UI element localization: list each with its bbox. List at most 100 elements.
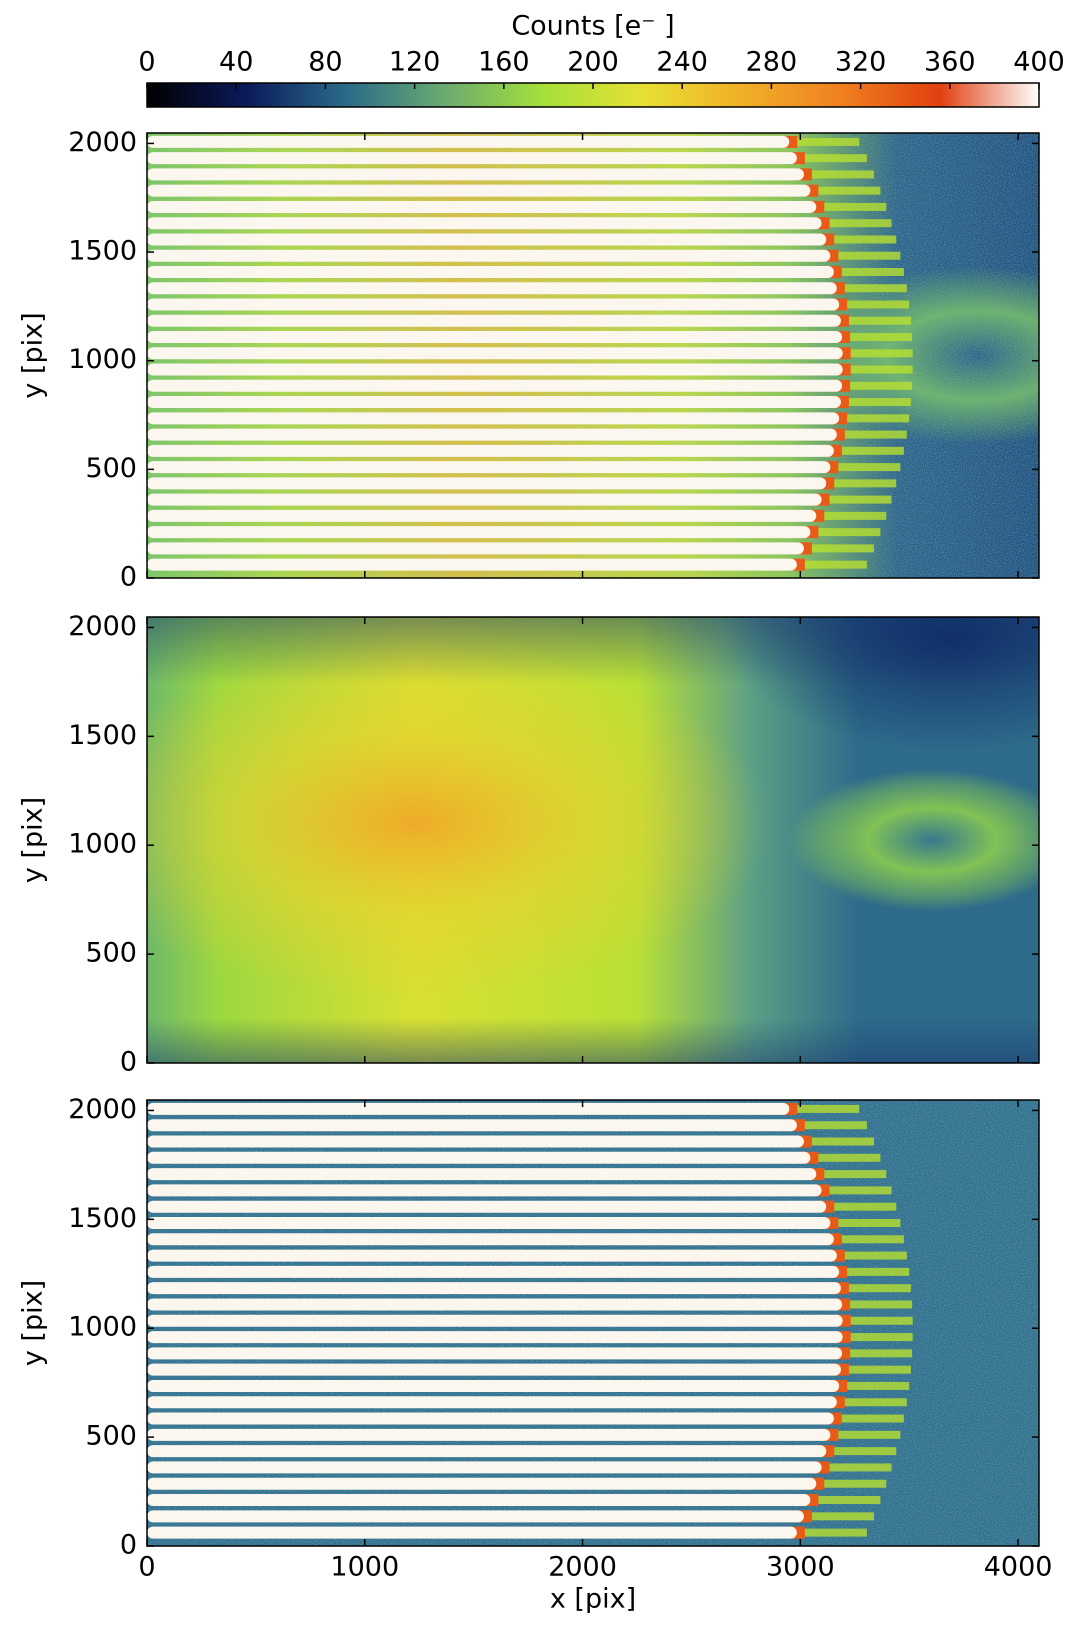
stripe [147, 1412, 834, 1425]
y-tick-label: 2000 [68, 611, 137, 642]
stripe [147, 1249, 837, 1262]
stripe-glow [829, 1381, 910, 1390]
stripe [147, 1102, 790, 1115]
x-axis-label: x [pix] [550, 1584, 636, 1615]
y-tick-label: 1500 [68, 236, 137, 267]
stripe [147, 331, 843, 344]
colorbar-tick-label: 320 [835, 47, 887, 78]
stripe-glow [800, 1496, 881, 1505]
stripe-glow [832, 365, 913, 374]
colorbar-tick-label: 160 [478, 47, 530, 78]
y-axis-label: y [pix] [18, 312, 49, 398]
axes-frame [146, 1099, 1040, 1547]
y-tick-label: 1000 [68, 1312, 137, 1343]
y-tick-label: 1500 [68, 1203, 137, 1234]
stripe-glow [793, 170, 874, 179]
stripe-glow [830, 1284, 911, 1293]
stripe-glow [786, 1121, 867, 1130]
stripe [147, 1428, 831, 1441]
stripe [147, 1445, 827, 1458]
stripe-glow [832, 1300, 913, 1309]
stripe [147, 282, 837, 295]
stripe [147, 428, 837, 441]
colorbar-tick-label: 0 [138, 47, 155, 78]
x-tick-label: 2000 [548, 1552, 617, 1583]
stripe-glow [811, 1186, 892, 1195]
stripe-glow [832, 381, 913, 390]
colorbar-title: Counts [e⁻ ] [511, 11, 674, 42]
stripe-glow [806, 1170, 887, 1179]
stripe [147, 1298, 843, 1311]
stripe [147, 1200, 827, 1213]
image [147, 1100, 1039, 1546]
stripe [147, 542, 804, 555]
stripe-glow [820, 1430, 901, 1439]
stripe [147, 396, 841, 409]
stripe [147, 412, 840, 425]
stripe-glow [823, 267, 904, 276]
stripe-glow [826, 284, 907, 293]
stripe-glow [793, 1137, 874, 1146]
stripe-glow [823, 446, 904, 455]
stripe-glow [806, 511, 887, 520]
image [147, 617, 1039, 1063]
y-tick-label: 1500 [68, 720, 137, 751]
stripe [147, 379, 843, 392]
y-tick-label: 1000 [68, 829, 137, 860]
stripe-glow [786, 154, 867, 163]
y-axis-label: y [pix] [18, 1280, 49, 1366]
stripe [147, 1216, 831, 1229]
colorbar-tick-label: 280 [746, 47, 798, 78]
stripe-glow [786, 1528, 867, 1537]
stripe [147, 1135, 804, 1148]
stripe [147, 1265, 840, 1278]
stripe [147, 363, 843, 376]
stripe-glow [816, 1447, 897, 1456]
stripe-glow [779, 137, 860, 146]
stripe-glow [800, 1153, 881, 1162]
y-tick-label: 0 [120, 1047, 137, 1078]
stripe [147, 217, 822, 230]
stripe-glow [832, 333, 913, 342]
stripe [147, 314, 841, 327]
stripe-glow [826, 1251, 907, 1260]
stripe-glow [832, 349, 913, 358]
stripe [147, 249, 831, 262]
x-tick-label: 4000 [984, 1552, 1053, 1583]
stripe [147, 233, 827, 246]
stripe [147, 298, 840, 311]
stripe [147, 1282, 841, 1295]
stripe [147, 1331, 843, 1344]
stripe-glow [830, 1365, 911, 1374]
stripe [147, 1119, 797, 1132]
stripe [147, 493, 822, 506]
stripe [147, 265, 834, 278]
stripe [147, 347, 843, 360]
colorbar-tick-label: 120 [389, 47, 441, 78]
stripe [147, 1396, 837, 1409]
stripe-glow [823, 1414, 904, 1423]
stripe-glow [823, 1235, 904, 1244]
stripe-glow [811, 495, 892, 504]
stripe-glow [829, 1267, 910, 1276]
stripe [147, 1347, 843, 1360]
stripe [147, 135, 790, 148]
stripe [147, 1461, 822, 1474]
stripe-glow [816, 235, 897, 244]
stripe-glow [811, 1463, 892, 1472]
stripe-glow [806, 202, 887, 211]
y-tick-label: 0 [120, 1530, 137, 1561]
axes-frame [146, 132, 1040, 579]
stripe [147, 200, 817, 213]
stripe-glow [832, 1316, 913, 1325]
stripe-glow [800, 528, 881, 537]
stripe-glow [820, 251, 901, 260]
stripe [147, 558, 797, 571]
y-tick-label: 0 [120, 562, 137, 593]
stripe-glow [816, 1202, 897, 1211]
colorbar-tick-label: 360 [924, 47, 976, 78]
y-tick-label: 2000 [68, 127, 137, 158]
y-axis-label: y [pix] [18, 797, 49, 883]
stripe [147, 1314, 843, 1327]
